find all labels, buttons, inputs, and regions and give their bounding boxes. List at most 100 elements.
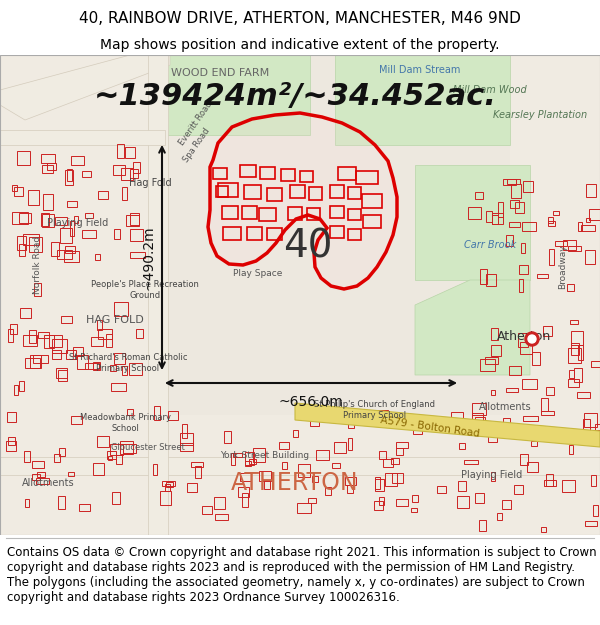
Bar — [163, 481, 175, 486]
Text: Kearsley Plantation: Kearsley Plantation — [493, 110, 587, 120]
Bar — [527, 462, 538, 472]
Bar — [383, 459, 392, 467]
Bar — [503, 418, 510, 430]
Bar — [586, 217, 590, 222]
Bar — [266, 188, 281, 201]
Bar — [239, 473, 251, 481]
Bar — [348, 422, 354, 428]
Bar — [412, 494, 418, 502]
Bar — [362, 194, 382, 208]
Bar — [472, 412, 483, 428]
Bar — [374, 501, 383, 510]
Bar — [468, 208, 481, 219]
Bar — [464, 461, 478, 464]
Bar — [281, 169, 295, 181]
Bar — [6, 441, 16, 451]
Bar — [232, 454, 235, 465]
Bar — [71, 416, 82, 424]
Bar — [308, 186, 322, 199]
Bar — [374, 479, 384, 491]
Bar — [397, 448, 403, 455]
Bar — [114, 229, 120, 239]
Bar — [259, 208, 275, 221]
Bar — [523, 222, 536, 231]
Bar — [457, 496, 469, 509]
Bar — [379, 497, 384, 505]
Bar — [521, 244, 525, 253]
Text: Norfolk Road: Norfolk Road — [34, 236, 43, 294]
Text: Mill Dam Wood: Mill Dam Wood — [453, 85, 527, 95]
Bar — [299, 171, 313, 181]
Bar — [503, 179, 517, 186]
Bar — [91, 337, 103, 346]
Text: Play Space: Play Space — [233, 269, 283, 278]
Bar — [293, 430, 298, 437]
Bar — [245, 452, 254, 466]
Bar — [571, 331, 583, 345]
Bar — [126, 215, 139, 226]
Bar — [133, 162, 140, 173]
Bar — [249, 459, 256, 464]
Polygon shape — [0, 457, 600, 475]
Bar — [584, 413, 597, 428]
Text: 40, RAINBOW DRIVE, ATHERTON, MANCHESTER, M46 9ND: 40, RAINBOW DRIVE, ATHERTON, MANCHESTER,… — [79, 11, 521, 26]
Bar — [247, 226, 262, 239]
Bar — [288, 206, 302, 219]
Bar — [592, 361, 600, 366]
Bar — [570, 320, 578, 324]
Bar — [546, 474, 553, 486]
Bar — [130, 213, 139, 225]
Bar — [479, 519, 486, 531]
Bar — [488, 434, 497, 441]
Bar — [408, 421, 418, 429]
Bar — [485, 211, 493, 222]
Bar — [480, 359, 494, 371]
Bar — [523, 416, 538, 421]
Bar — [568, 348, 581, 363]
Bar — [65, 170, 73, 186]
Bar — [31, 355, 41, 368]
Bar — [330, 184, 344, 198]
Bar — [278, 442, 289, 449]
Bar — [7, 411, 16, 422]
Bar — [29, 330, 36, 342]
Bar — [10, 324, 17, 334]
Bar — [338, 166, 356, 179]
Bar — [121, 168, 133, 180]
Bar — [14, 385, 18, 394]
Bar — [295, 408, 300, 416]
Bar — [591, 475, 596, 486]
Text: Spa Road: Spa Road — [182, 126, 212, 164]
Bar — [502, 500, 511, 509]
Bar — [581, 225, 595, 231]
Bar — [74, 216, 79, 222]
Bar — [93, 362, 100, 370]
Bar — [332, 464, 340, 468]
Bar — [122, 187, 127, 200]
Bar — [52, 349, 61, 359]
Bar — [497, 513, 502, 520]
Polygon shape — [0, 415, 600, 535]
Bar — [154, 406, 160, 420]
Bar — [130, 229, 143, 241]
Bar — [58, 250, 72, 259]
Bar — [283, 462, 287, 469]
Bar — [385, 472, 397, 486]
Bar — [541, 398, 548, 411]
Bar — [17, 236, 26, 250]
Bar — [59, 448, 65, 456]
Text: Playing Field: Playing Field — [47, 218, 109, 228]
Bar — [568, 246, 581, 251]
Text: Allotments: Allotments — [479, 402, 532, 412]
Bar — [98, 191, 107, 199]
Polygon shape — [510, 55, 600, 535]
Bar — [77, 356, 88, 369]
Bar — [569, 446, 573, 454]
Bar — [191, 462, 203, 467]
Bar — [511, 184, 521, 198]
Bar — [531, 441, 537, 446]
Bar — [68, 471, 74, 476]
Bar — [97, 320, 102, 331]
Text: Broadway: Broadway — [559, 244, 568, 289]
Bar — [71, 156, 83, 165]
